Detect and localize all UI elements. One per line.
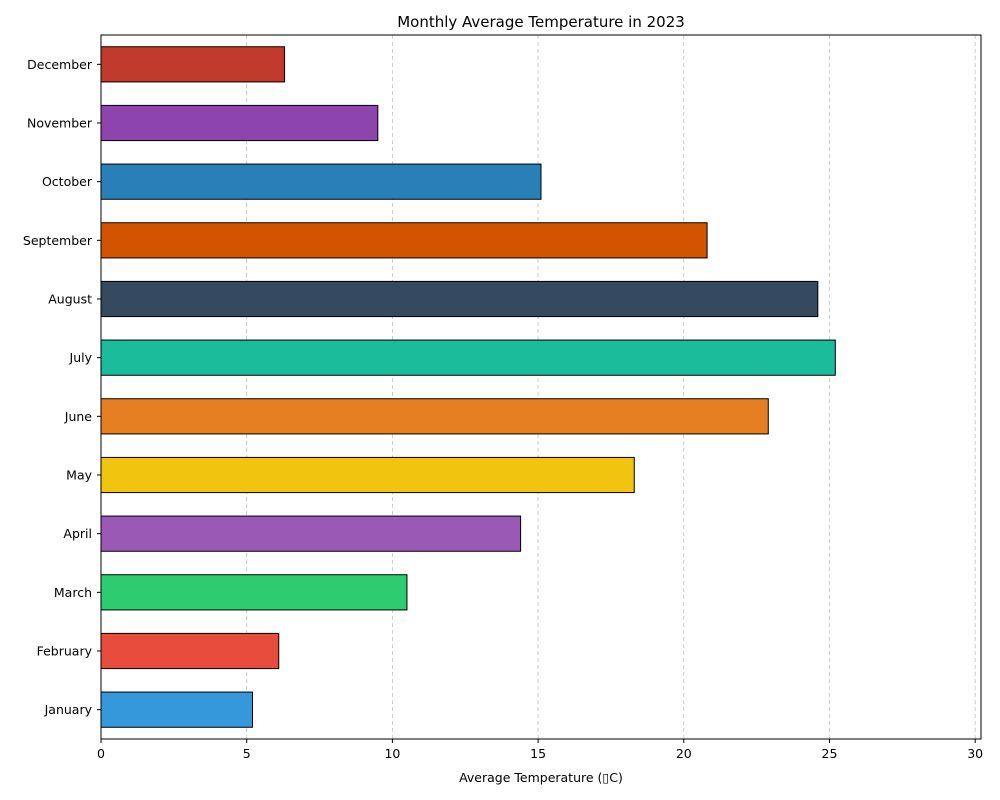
x-tick-label: 30 bbox=[967, 746, 983, 761]
bar-september bbox=[100, 222, 708, 259]
x-axis-title: Average Temperature (▯C) bbox=[459, 770, 623, 785]
x-tick-label: 15 bbox=[530, 746, 546, 761]
y-ticks: January February March April May June July Augu… bbox=[23, 57, 101, 717]
x-ticks: 0 5 10 15 20 25 30 bbox=[97, 739, 983, 761]
bar-july bbox=[100, 339, 836, 376]
plot-frame bbox=[100, 34, 982, 740]
bar-june bbox=[100, 398, 769, 435]
x-tick-label: 0 bbox=[97, 746, 105, 761]
x-tick-label: 5 bbox=[243, 746, 251, 761]
y-tick-label: April bbox=[63, 526, 92, 541]
axes bbox=[100, 34, 982, 740]
y-tick-label: January bbox=[44, 702, 93, 717]
bar-october bbox=[100, 163, 542, 200]
y-tick-label: June bbox=[64, 409, 93, 424]
chart-title: Monthly Average Temperature in 2023 bbox=[397, 13, 685, 31]
y-tick-label: October bbox=[42, 174, 93, 189]
y-tick-label: May bbox=[66, 468, 92, 483]
bar-march bbox=[100, 574, 408, 611]
x-tick-label: 25 bbox=[822, 746, 838, 761]
y-tick-label: December bbox=[27, 57, 93, 72]
bar-january bbox=[100, 691, 254, 728]
x-tick-label: 10 bbox=[384, 746, 400, 761]
y-tick-label: August bbox=[48, 292, 92, 307]
bar-august bbox=[100, 280, 819, 318]
y-tick-label: March bbox=[54, 585, 92, 600]
y-tick-label: July bbox=[69, 350, 93, 365]
bar-april bbox=[100, 515, 522, 552]
x-tick-label: 20 bbox=[676, 746, 692, 761]
bar-may bbox=[100, 456, 635, 494]
bar-november bbox=[100, 104, 379, 142]
bar-february bbox=[100, 632, 280, 670]
y-tick-label: September bbox=[23, 233, 93, 248]
bars bbox=[100, 46, 836, 728]
bar-december bbox=[100, 46, 286, 83]
y-tick-label: February bbox=[37, 644, 93, 659]
y-tick-label: November bbox=[27, 116, 93, 131]
